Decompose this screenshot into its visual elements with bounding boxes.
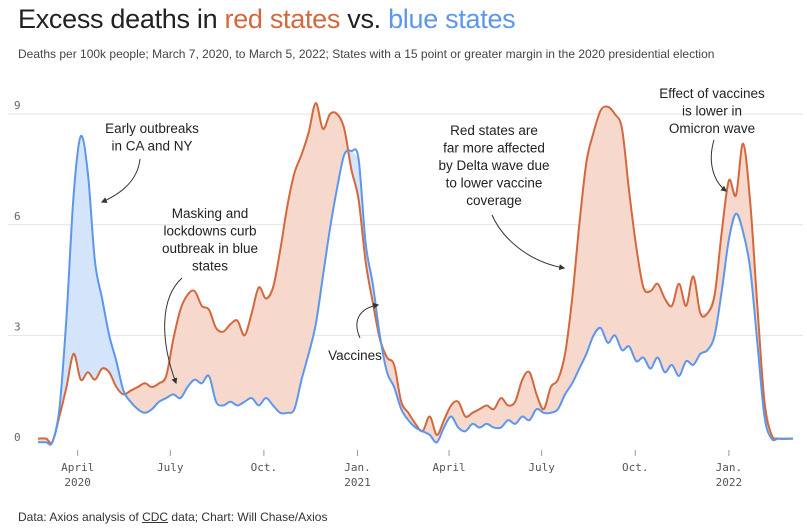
area-fill-segment [187,290,195,388]
chart-title: Excess deaths in red states vs. blue sta… [18,4,516,35]
title-prefix: Excess deaths in [18,4,225,34]
x-tick-label: Oct. [251,461,278,474]
title-blue-part: blue states [388,4,516,34]
area-fill-segment [593,110,601,337]
annotation-text: Vaccines [328,348,382,363]
annotation-arrow [164,277,183,385]
x-tick-label: Jan. [716,461,743,474]
area-fill-segment [180,294,188,400]
source-note: Data: Axios analysis of CDC data; Chart:… [18,510,327,524]
annotation-arrow [491,214,566,271]
area-fill-segment [664,297,673,373]
source-suffix: data; Chart: Will Chase/Axios [168,510,328,524]
x-tick-year: 2021 [344,476,371,489]
annotation-text: to lower vaccine [446,176,543,191]
x-tick-label: April [432,461,465,474]
annotation-text: by Delta wave due [438,158,549,173]
annotation-text: lockdowns curb [163,224,256,239]
series-lines [37,102,793,446]
annotation-text: is lower in [682,104,742,119]
annotation-text: far more affected [443,141,545,156]
annotation-text: outbreak in blue [162,241,258,256]
area-fill-segment [230,320,238,406]
area-fill-segment [315,102,324,325]
area-fill-segment [215,327,224,406]
area-fill-segment [265,286,274,407]
annotation: Red states are far more affected by Delta … [438,123,566,271]
source-prefix: Data: Axios analysis of [18,510,143,524]
annotation-text: Red states are [450,123,538,138]
annotation-text: Early outbreaks [105,121,199,136]
area-fill-segment [586,132,594,354]
axes: April 2020 July Oct. Jan. 2021 April July Oct. Ja… [61,450,742,489]
chart-subtitle: Deaths per 100k people; March 7, 2020, t… [18,47,715,61]
area-fill-segment [80,136,89,381]
annotation-text: states [192,259,228,274]
cdc-link[interactable]: CDC [142,510,169,524]
area-fill-segment [301,132,309,380]
annotations: Early outbreaks in CA and NY Masking and lo… [100,86,765,385]
area-fill-segment [294,154,302,410]
area-fill-segment [279,206,288,414]
area-fill-segment [614,113,623,351]
area-fill-segment [137,382,146,414]
blue-states-line [38,134,793,446]
area-fills [37,102,793,444]
annotation: Masking and lockdowns curb outbreak in blu… [162,206,258,385]
annotation-text: in CA and NY [111,139,192,154]
annotation-text: coverage [466,193,522,208]
area-fill-segment [571,224,580,384]
x-tick-year: 2022 [716,476,743,489]
annotation-text: Omicron wave [669,121,755,136]
area-fill-segment [607,106,616,344]
annotation-arrow [356,302,380,339]
title-middle: vs. [340,4,389,34]
annotation: Early outbreaks in CA and NY [100,121,199,203]
area-fill-segment [222,323,231,406]
x-tick-label: July [157,461,184,474]
y-tick-label: 9 [14,99,21,112]
red-states-line [37,102,793,445]
area-fill-segment [643,286,651,370]
title-red-part: red states [224,4,341,34]
y-tick-label: 0 [14,431,21,444]
area-fill-segment [700,312,708,355]
area-fill-segment [286,173,295,414]
x-tick-year: 2020 [64,476,91,489]
annotation: Vaccines [328,302,382,363]
area-fill-segment [258,286,267,407]
area-fill-segment [308,102,317,354]
area-fill-segment [600,106,609,343]
x-tick-label: July [528,461,555,474]
x-tick-label: Jan. [344,461,371,474]
annotation-text: Effect of vaccines [659,86,765,101]
annotation-arrow [710,139,727,192]
area-fill-segment [650,283,658,370]
annotation-arrow [100,158,141,203]
x-tick-label: April [61,461,94,474]
annotation-text: Masking and [172,206,249,221]
x-tick-label: Oct. [622,461,649,474]
y-tick-label: 6 [14,210,21,223]
y-tick-label: 3 [14,320,21,333]
area-fill-segment [201,305,210,385]
annotation: Effect of vaccines is lower in Omicron wav… [659,86,765,192]
